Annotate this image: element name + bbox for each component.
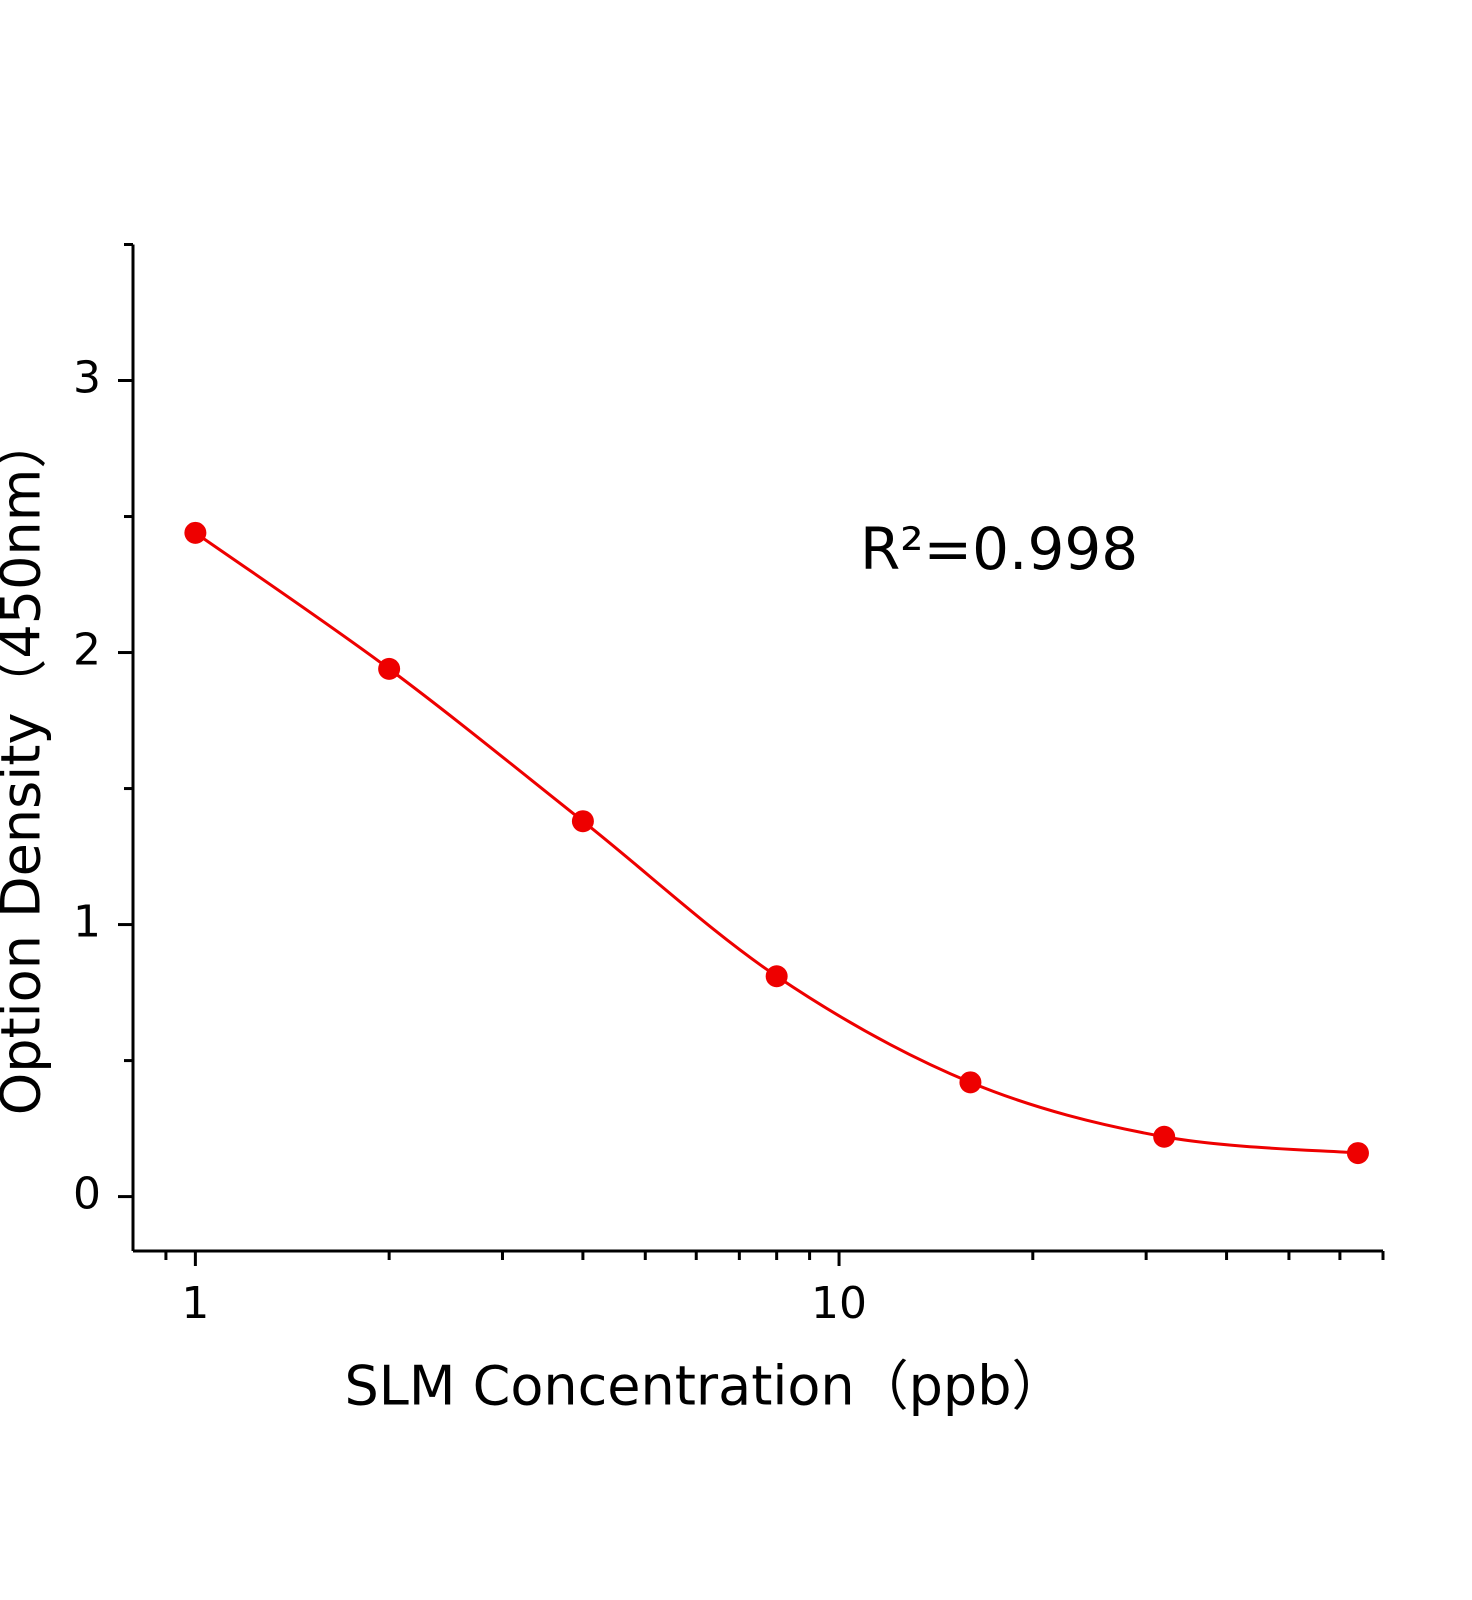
data-point (1153, 1125, 1176, 1148)
y-tick-label: 2 (73, 625, 101, 676)
data-point (959, 1071, 982, 1094)
data-point (571, 810, 594, 833)
x-axis-label: SLM Concentration（ppb） (345, 1355, 1066, 1418)
data-point (1346, 1142, 1369, 1165)
y-axis-label: Option Density（450nm） (0, 415, 53, 1116)
y-tick-label: 3 (73, 353, 101, 404)
data-point (378, 657, 401, 680)
data-point (184, 521, 207, 544)
x-tick-label: 1 (181, 1278, 209, 1329)
data-point (765, 965, 788, 988)
y-tick-label: 0 (73, 1169, 101, 1220)
fit-curve (194, 531, 1359, 1155)
annotation: R²=0.998 (860, 515, 1138, 583)
y-tick-label: 1 (73, 897, 101, 948)
x-tick-label: 10 (811, 1278, 867, 1329)
